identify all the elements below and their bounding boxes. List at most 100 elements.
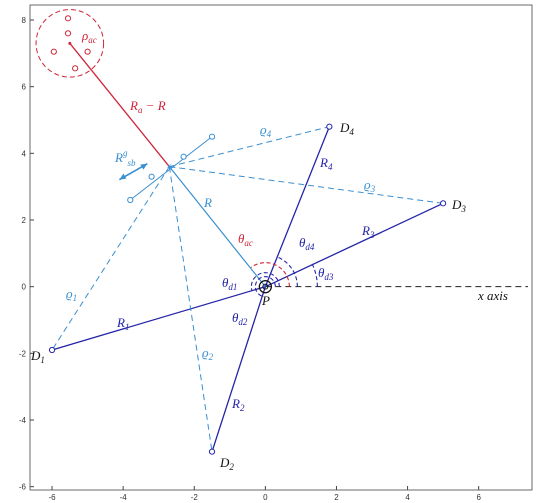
label: ϱ3	[364, 177, 376, 194]
cluster-point	[50, 48, 57, 55]
label: D4	[339, 120, 354, 137]
range-estimate	[51, 166, 170, 351]
label-rest: − R	[142, 98, 165, 113]
label-main: R	[116, 315, 125, 330]
y-tick-label: 6	[22, 83, 27, 92]
label-sub: d1	[228, 282, 237, 292]
label-main: D	[451, 197, 462, 212]
range-true	[51, 286, 266, 351]
label-sub: 1	[125, 322, 130, 332]
y-tick-label: 4	[22, 149, 27, 158]
label-main: ϱ	[260, 122, 267, 137]
label: D3	[451, 197, 466, 214]
label: D2	[219, 455, 234, 472]
label-main: R	[361, 223, 370, 238]
label-sub: 2	[209, 352, 214, 362]
label: θd1	[222, 275, 237, 292]
label: Rgsb	[114, 148, 136, 168]
sensor-point	[208, 133, 216, 140]
y-tick-label: 0	[22, 283, 27, 292]
label-sub: a	[138, 105, 143, 115]
label-sub: 3	[370, 184, 376, 194]
label: ρac	[81, 28, 97, 45]
label-sub: ac	[244, 238, 253, 248]
cluster-circle	[35, 9, 105, 78]
range-true	[264, 126, 330, 287]
label: θac	[238, 231, 253, 248]
label-main: R	[231, 396, 240, 411]
y-tick-label: -2	[19, 349, 27, 358]
label-main: R	[129, 98, 138, 113]
theta-d3-arc	[311, 263, 318, 287]
center-dot	[262, 283, 269, 290]
sensor-point	[180, 153, 187, 160]
label-main: D	[339, 120, 350, 135]
label-main: x axis	[477, 288, 508, 303]
label-main: θ	[238, 231, 245, 246]
label-main: θ	[318, 265, 325, 280]
y-tick-label: 2	[22, 216, 27, 225]
label-sub: 3	[460, 204, 466, 214]
label: D1	[30, 348, 45, 365]
label-main: R	[114, 150, 123, 165]
label: θd3	[318, 265, 334, 282]
plot-frame	[29, 4, 533, 491]
x-tick-label: -6	[48, 493, 56, 502]
label: x axis	[477, 288, 508, 303]
label-main: ϱ	[364, 177, 371, 192]
label: R1	[116, 315, 129, 332]
x-tick-label: -4	[120, 493, 128, 502]
label: ϱ2	[202, 345, 214, 362]
y-tick-label: 8	[22, 16, 27, 25]
label: Ra − R	[129, 98, 166, 115]
label: R3	[361, 223, 375, 240]
cluster-point	[84, 48, 91, 55]
label-main: R	[319, 155, 328, 170]
x-tick-label: 0	[263, 493, 268, 502]
range-true	[265, 202, 444, 288]
label-main: ϱ	[66, 286, 73, 301]
label-main: D	[30, 348, 41, 363]
range-true	[211, 286, 266, 452]
x-tick-label: 6	[476, 493, 481, 502]
theta-d4-arc	[276, 256, 298, 287]
range-estimate	[169, 126, 330, 168]
sensor-point	[148, 173, 155, 180]
label-sub: 3	[369, 230, 375, 240]
label: θd4	[299, 235, 315, 252]
label-sub: 2	[240, 403, 245, 413]
label-sub: d2	[238, 317, 248, 327]
label-sub: 4	[349, 127, 354, 137]
y-tick-label: -4	[19, 416, 27, 425]
x-tick-label: -2	[191, 493, 199, 502]
theta-d2-arc	[254, 276, 276, 297]
estimate-mark: ×	[167, 162, 173, 173]
label-main: θ	[232, 310, 239, 325]
label-sub: 4	[328, 162, 333, 172]
anchor	[326, 123, 333, 130]
label-main: θ	[299, 235, 306, 250]
label: ϱ1	[66, 286, 77, 303]
label-sub: d4	[305, 242, 315, 252]
label-sup: g	[123, 148, 128, 158]
cluster-point	[64, 30, 72, 37]
sensor-point	[127, 196, 134, 204]
center-point	[258, 280, 273, 294]
range-estimate	[169, 166, 444, 204]
sb-arrowhead	[119, 163, 148, 180]
label-sub: d3	[324, 272, 334, 282]
label-sub: 1	[73, 293, 78, 303]
label-main: ϱ	[202, 345, 209, 360]
x-tick-label: 2	[334, 493, 339, 502]
x-tick-label: 4	[405, 493, 410, 502]
theta-ac-arc	[250, 262, 290, 287]
y-tick-label: -6	[19, 483, 27, 492]
label: ϱ4	[260, 122, 272, 139]
theta-d1-arc	[250, 272, 280, 292]
label: R2	[231, 396, 245, 413]
ra-line	[69, 42, 170, 168]
range-estimate	[168, 166, 213, 452]
label-main: ρ	[81, 28, 88, 43]
anchor	[208, 448, 216, 455]
label-sub: 2	[229, 462, 234, 472]
